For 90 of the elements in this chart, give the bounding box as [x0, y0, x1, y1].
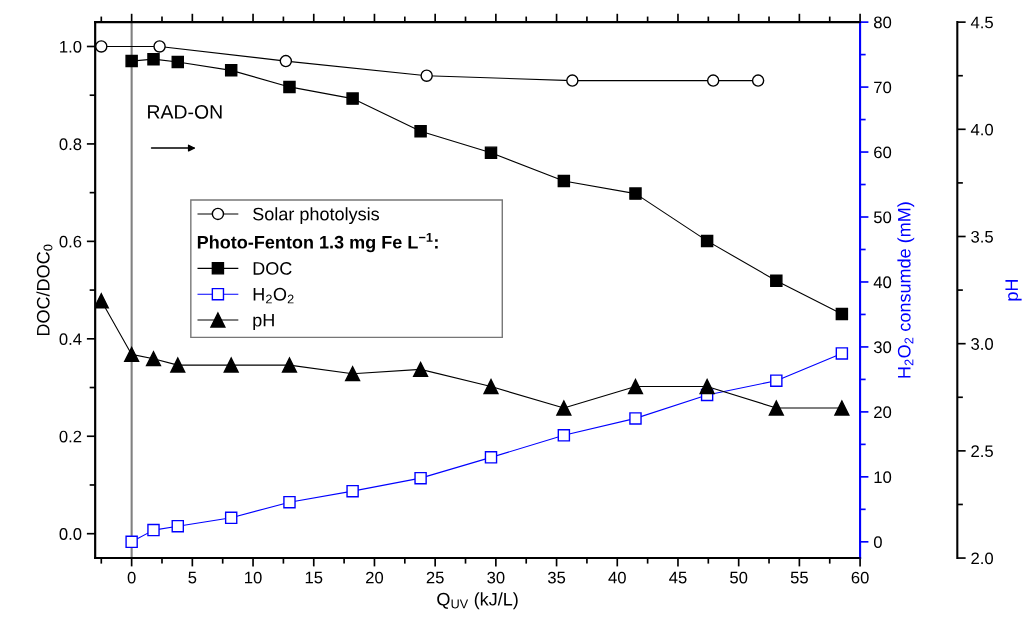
y2-tick-label: 30: [873, 341, 892, 354]
y2-tick-label: 40: [873, 276, 892, 289]
x-tick-label: 35: [547, 571, 566, 584]
point: [283, 495, 296, 509]
point: [95, 293, 109, 309]
point: [125, 535, 138, 549]
point: [414, 125, 427, 138]
point: [224, 64, 238, 77]
legend-label: Solar photolysis: [253, 207, 380, 225]
point: [627, 378, 644, 395]
point: [768, 400, 784, 416]
point: [484, 146, 498, 159]
y2-axis-title: H$_{2}$O$_{2}$ consumde (mM): [897, 202, 915, 378]
point: [412, 361, 429, 378]
point: [171, 55, 185, 69]
y-tick-label: 1.0: [60, 40, 82, 53]
point: [281, 357, 298, 373]
point: [344, 366, 361, 382]
point: [124, 346, 140, 363]
annotation: RAD-ON: [148, 105, 222, 119]
legend-title: Photo-Fenton 1.3 mg Fe L$^{−1}$:: [197, 233, 438, 253]
x-tick-label: 40: [608, 571, 626, 584]
y3-tick-label: 3.5: [971, 230, 993, 243]
y-tick-label: 0.0: [59, 528, 82, 540]
point: [125, 54, 138, 68]
y3-tick-label: 4.0: [970, 123, 994, 136]
point: [346, 92, 359, 105]
y2-tick-label: 50: [873, 211, 892, 224]
point: [483, 378, 499, 395]
point: [170, 357, 186, 373]
point: [556, 400, 572, 416]
x-tick-label: 5: [188, 571, 197, 584]
y2-tick-label: 80: [874, 16, 892, 29]
y2-tick-label: 70: [874, 81, 892, 94]
legend-label: DOC: [253, 262, 292, 275]
x-tick-label: 60: [851, 571, 869, 584]
point: [414, 471, 427, 485]
point: [566, 74, 579, 87]
y3-tick-label: 3.0: [971, 338, 994, 350]
x-tick-label: 20: [366, 571, 384, 584]
point: [699, 378, 715, 395]
x-tick-label: 15: [305, 571, 323, 584]
point: [557, 174, 571, 188]
y2-tick-label: 0: [873, 536, 882, 549]
point: [629, 187, 642, 200]
y2-tick-label: 10: [874, 471, 892, 484]
y-tick-label: 0.4: [59, 333, 82, 346]
point: [224, 511, 238, 525]
y-tick-label: 0.8: [59, 138, 82, 151]
legend-label: H$_{2}$O$_{2}$: [253, 287, 294, 304]
point: [629, 412, 642, 425]
point: [706, 74, 720, 87]
x-tick-label: 25: [426, 571, 444, 584]
y-axis-title: DOC/DOC$_{0}$: [36, 244, 53, 336]
y-tick-label: 0.6: [59, 235, 82, 248]
point: [223, 357, 239, 373]
point: [420, 69, 433, 82]
point: [835, 307, 849, 321]
point: [751, 74, 765, 87]
y3-tick-label: 2.5: [971, 445, 993, 458]
point: [145, 351, 162, 367]
point: [95, 40, 108, 53]
x-axis-title: Q$_{UV}$ (kJ/L): [437, 592, 518, 610]
point: [147, 523, 160, 537]
point: [171, 519, 185, 533]
point: [700, 234, 714, 248]
point: [283, 80, 296, 94]
point: [279, 54, 293, 68]
x-tick-label: 45: [669, 571, 687, 584]
y3-axis-title: pH: [1005, 280, 1022, 301]
point: [770, 374, 783, 387]
x-tick-label: 10: [245, 571, 262, 584]
point: [770, 274, 783, 288]
point: [153, 40, 166, 53]
y3-tick-label: 2.0: [971, 552, 994, 565]
point: [835, 347, 849, 360]
x-tick-label: 0: [127, 571, 136, 584]
y2-tick-label: 20: [874, 406, 892, 419]
point: [484, 451, 498, 464]
y2-tick-label: 60: [874, 146, 892, 159]
y3-tick-label: 4.5: [970, 16, 993, 29]
legend-label: pH: [253, 313, 274, 331]
point: [147, 52, 160, 66]
x-tick-label: 50: [730, 571, 748, 584]
point: [557, 429, 571, 442]
x-tick-label: 30: [487, 571, 505, 584]
point: [834, 400, 850, 416]
x-tick-label: 55: [790, 571, 808, 584]
y-tick-label: 0.2: [59, 430, 82, 443]
point: [346, 484, 359, 498]
